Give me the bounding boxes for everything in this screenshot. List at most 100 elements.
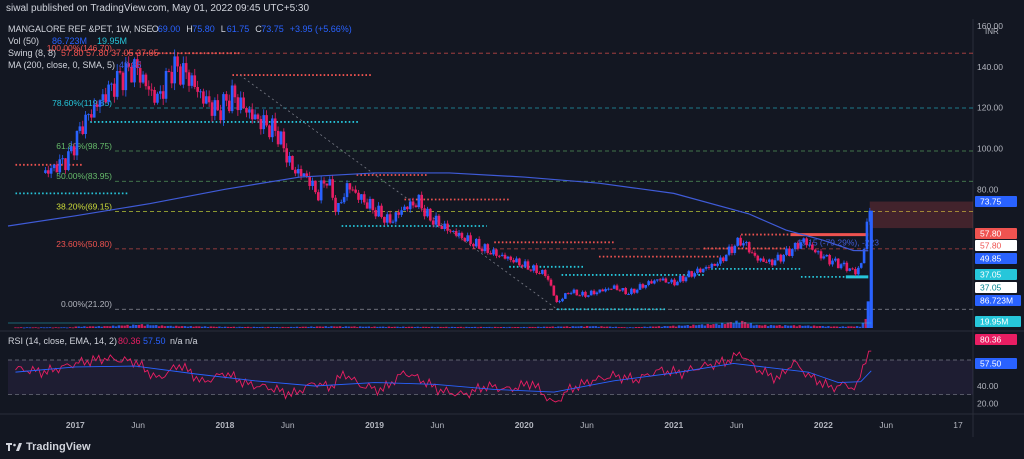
candle-body (552, 285, 556, 296)
candle-body (210, 102, 214, 116)
candle-body (736, 237, 739, 246)
fib-level-label: 38.20%(69.15) (56, 201, 112, 211)
candle-body (437, 215, 441, 226)
candle-body (173, 56, 176, 84)
candle-body (388, 214, 392, 223)
candle-body (302, 173, 306, 177)
volume-bar (674, 326, 678, 328)
volume-bar (324, 326, 327, 328)
candle-body (535, 265, 538, 274)
volume-bar (847, 326, 850, 328)
candle-body (256, 114, 260, 119)
candle-body (673, 279, 676, 286)
tradingview-logo[interactable]: TradingView (6, 441, 91, 453)
volume-bar (680, 325, 684, 328)
volume-bar (496, 327, 500, 328)
volume-bar (295, 326, 299, 328)
volume-bar (422, 326, 425, 328)
volume-bar (591, 326, 595, 328)
volume-legend-label: Vol (50) (8, 36, 39, 46)
candle-body (538, 273, 541, 274)
candle-body (144, 74, 148, 87)
candle-body (684, 277, 688, 282)
candle-body (862, 249, 866, 264)
volume-bar (560, 326, 563, 328)
volume-bar (344, 326, 348, 328)
volume-bar (746, 323, 750, 328)
candle-body (638, 284, 642, 290)
candle-body (345, 183, 349, 198)
volume-bar (100, 326, 103, 328)
volume-bar (606, 326, 609, 328)
candle-body (520, 265, 524, 267)
candle-body (371, 198, 375, 211)
candle-body (92, 104, 96, 118)
candle-body (311, 180, 314, 186)
candle-body (190, 75, 194, 86)
candle-body (170, 71, 174, 84)
candle-body (443, 223, 446, 229)
candle-body (765, 261, 768, 263)
candle-body (55, 164, 59, 173)
price-badge (975, 253, 1017, 264)
volume-bar (223, 326, 227, 328)
candle-body (248, 109, 251, 113)
volume-bar (310, 326, 313, 328)
candle-body (635, 289, 639, 293)
candle-body (799, 242, 803, 249)
volume-bar (689, 326, 692, 328)
volume-bar (545, 326, 549, 328)
candle-body (394, 212, 398, 222)
volume-bar (117, 325, 121, 328)
volume-bar (594, 326, 597, 328)
volume-bar (413, 327, 416, 328)
volume-bar (651, 326, 655, 328)
candle-body (690, 271, 694, 277)
volume-bar (778, 325, 781, 328)
candle-body (655, 279, 659, 281)
volume-bar (476, 327, 480, 329)
volume-bar (246, 326, 250, 328)
candle-body (268, 125, 271, 138)
volume-bar (123, 325, 126, 328)
candle-body (184, 63, 188, 73)
volume-bar (17, 327, 20, 329)
price-badge-label: 57.80 (980, 229, 1002, 239)
volume-bar (180, 326, 184, 328)
candle-body (411, 201, 415, 206)
volume-bar (548, 326, 551, 328)
price-badge-label: 37.05 (980, 283, 1002, 293)
candle-body (532, 265, 536, 271)
price-badge-label: 37.05 (980, 270, 1002, 280)
candle-body (133, 59, 136, 83)
volume-bar (86, 326, 89, 328)
volume-bar (313, 326, 316, 328)
volume-bar (786, 325, 790, 328)
rsi-pane[interactable] (8, 350, 973, 403)
time-axis[interactable]: 2017 Jun 2018 Jun 2019 Jun 2020 Jun 2021 Jun 2022 J… (66, 420, 963, 430)
volume-bar (442, 327, 445, 328)
publish-header: siwal published on TradingView.com, May … (0, 0, 1024, 19)
volume-bar (249, 327, 253, 329)
candle-body (383, 216, 386, 223)
volume-bar (519, 327, 523, 329)
candle-body (337, 202, 340, 212)
candle-body (868, 210, 872, 222)
fibonacci-retracement[interactable]: 100.00%(146.70) 78.60%(119.85) 61.80%(98.7… (47, 43, 973, 310)
candle-body (331, 179, 334, 198)
volume-bar (597, 326, 600, 328)
trend-line[interactable]: -43.15 (-79.29%), -223 (239, 74, 973, 310)
candle-body (543, 269, 547, 276)
volume-bar (178, 326, 181, 328)
volume-bar (869, 210, 873, 328)
candle-body (380, 205, 383, 217)
candle-body (851, 268, 854, 270)
price-badge-label: 49.85 (980, 254, 1002, 264)
candle-body (753, 252, 757, 256)
candle-body (759, 258, 762, 261)
rsi-tick-label: 40.00 (977, 381, 999, 391)
volume-bar (252, 326, 256, 328)
candle-body (110, 83, 113, 85)
